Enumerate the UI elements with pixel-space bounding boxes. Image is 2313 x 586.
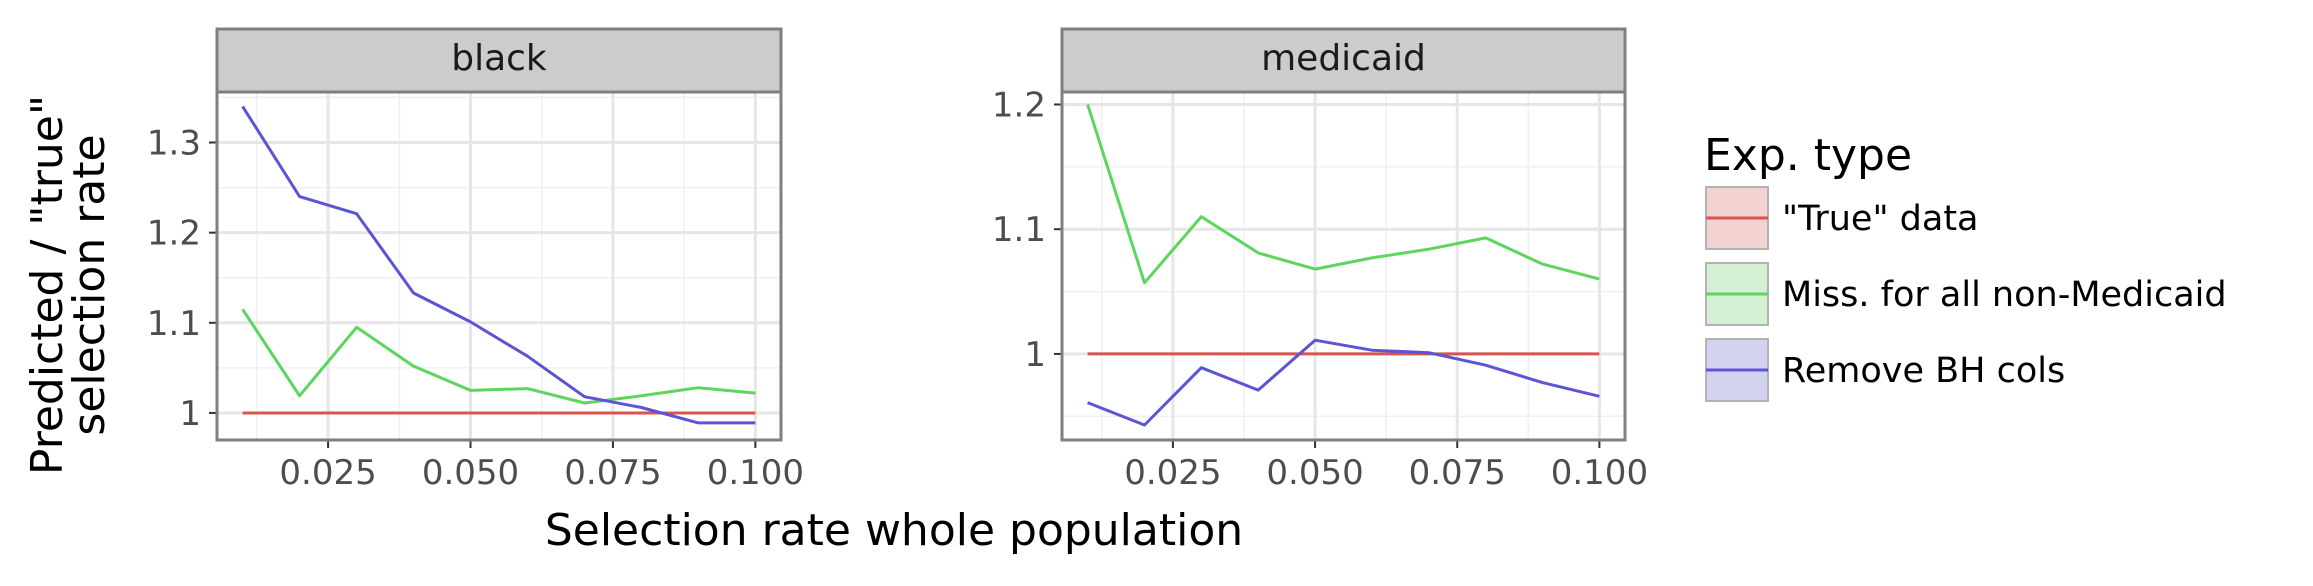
y-axis-title-line-1: Predicted / "true" bbox=[22, 95, 73, 475]
x-tick-label: 0.100 bbox=[1551, 453, 1648, 493]
panel-strip bbox=[215, 27, 783, 94]
y-tick-label: 1.2 bbox=[992, 85, 1046, 125]
x-tick-label: 0.050 bbox=[1266, 453, 1363, 493]
x-tick-label: 0.050 bbox=[422, 453, 519, 493]
y-tick-label: 1.2 bbox=[147, 214, 201, 254]
legend-label: "True" data bbox=[1782, 199, 1979, 239]
legend: Exp. type "True" data Miss. for all non-M… bbox=[1704, 130, 2227, 402]
x-tick-label: 0.100 bbox=[707, 453, 804, 493]
series-line-remove-bh-cols bbox=[1087, 338, 1600, 427]
panel-border bbox=[1060, 90, 1627, 442]
legend-entry-true-data: "True" data bbox=[1705, 186, 1979, 250]
plot-area bbox=[1062, 92, 1625, 440]
y-tick-label: 1.1 bbox=[992, 210, 1046, 250]
panel-medicaid: medicaid 0.025 0.050 0.075 0.100 1 1.1 1.2 bbox=[992, 27, 1648, 493]
x-tick-label: 0.025 bbox=[279, 453, 376, 493]
panel-black: black 0.025 0.050 0.075 0.100 1 1.1 1.2 1.3 bbox=[147, 27, 804, 493]
y-axis-title-line-2: selection rate bbox=[64, 134, 115, 435]
legend-entry-miss-for-all-non-medicaid: Miss. for all non-Medicaid bbox=[1705, 262, 2227, 326]
y-tick-label: 1.1 bbox=[147, 304, 201, 344]
panels: black 0.025 0.050 0.075 0.100 1 1.1 1.2 1.3 medic… bbox=[147, 27, 1648, 493]
y-tick-label: 1.3 bbox=[147, 123, 201, 163]
legend-label: Miss. for all non-Medicaid bbox=[1782, 275, 2227, 315]
panel-strip-label: medicaid bbox=[1261, 38, 1426, 79]
y-tick-label: 1 bbox=[179, 394, 201, 434]
panel-border bbox=[215, 90, 783, 442]
legend-entry-remove-bh-cols: Remove BH cols bbox=[1705, 338, 2065, 402]
panel-strip-label: black bbox=[451, 38, 547, 79]
x-tick-label: 0.075 bbox=[1409, 453, 1506, 493]
x-tick-label: 0.025 bbox=[1124, 453, 1221, 493]
y-axis-title: Predicted / "true" selection rate bbox=[22, 95, 115, 475]
x-axis-title: Selection rate whole population bbox=[545, 505, 1243, 556]
series-line-remove-bh-cols bbox=[241, 105, 756, 425]
x-tick-label: 0.075 bbox=[564, 453, 661, 493]
legend-label: Remove BH cols bbox=[1782, 351, 2065, 391]
panel-strip bbox=[1060, 27, 1627, 94]
series-line-miss-for-all-non-medicaid bbox=[241, 308, 756, 405]
legend-title: Exp. type bbox=[1704, 130, 1912, 181]
y-tick-label: 1 bbox=[1024, 335, 1046, 375]
series-line-miss-for-all-non-medicaid bbox=[1086, 104, 1600, 285]
